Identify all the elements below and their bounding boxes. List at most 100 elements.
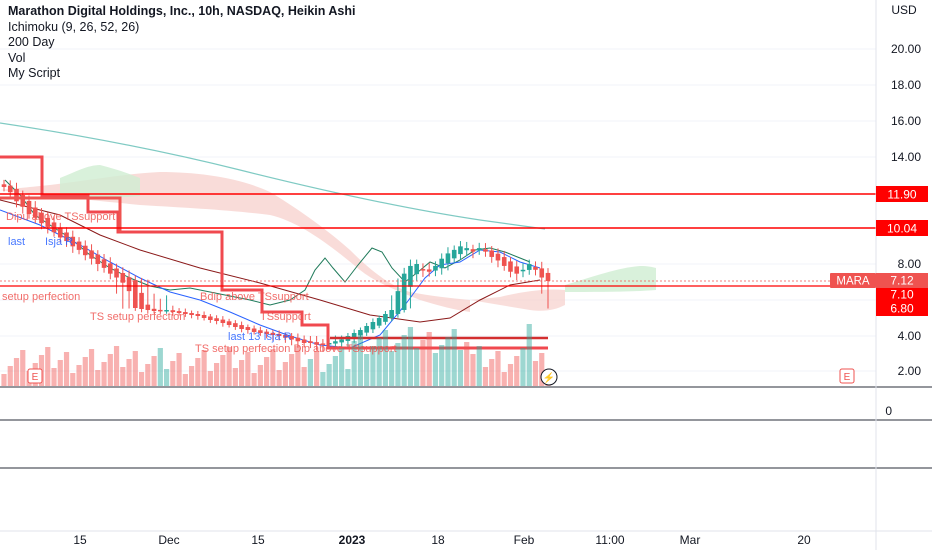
volume-bar — [207, 371, 213, 386]
volume-bar — [320, 372, 326, 386]
candle-body — [14, 188, 19, 202]
indicator-200-day[interactable]: 200 Day — [8, 35, 55, 49]
volume-bar — [432, 353, 439, 386]
price-tick: 2.00 — [898, 364, 922, 378]
candle-body — [226, 321, 232, 325]
volume-bar — [314, 351, 320, 386]
last-price-tag-text: 7.12 — [890, 274, 914, 288]
candle-body — [333, 341, 338, 344]
volume-bar — [451, 329, 457, 386]
indicator-ichimoku[interactable]: Ichimoku (9, 26, 52, 26) — [8, 19, 140, 34]
price-tick: 8.00 — [898, 257, 922, 271]
time-tick: 15 — [73, 533, 87, 547]
volume-bar — [151, 356, 157, 386]
volume-bar — [276, 370, 282, 386]
volume-bar — [213, 363, 220, 386]
volume-bar — [520, 348, 526, 386]
candle-body — [301, 339, 307, 343]
candle-body — [364, 326, 369, 333]
volume-bar — [395, 343, 401, 386]
volume-bar — [345, 369, 351, 386]
candle-body — [126, 277, 132, 292]
candle-body — [470, 249, 476, 252]
candle-body — [89, 250, 94, 259]
time-tick: 2023 — [339, 533, 366, 547]
candle-body — [451, 249, 457, 259]
ichimoku-conversion-line — [0, 209, 541, 349]
level-tag-10.04 — [876, 220, 928, 236]
symbol-tag-text: MARA — [836, 276, 870, 288]
script-label: last — [8, 236, 25, 248]
price-tick: 16.00 — [891, 114, 921, 128]
volume-bar — [76, 365, 82, 386]
last-price-tag — [876, 273, 928, 288]
candle-body — [426, 269, 432, 272]
ichimoku-cloud-bullish — [60, 165, 656, 292]
script-label: last 13 Isja R — [228, 331, 292, 343]
ichimoku-cloud-bearish — [0, 172, 470, 312]
candle-body — [57, 227, 63, 238]
level-tag-7.10 — [876, 286, 928, 302]
level-tag-text: 7.10 — [890, 288, 914, 302]
time-tick: 11:00 — [595, 533, 624, 547]
time-tick: Feb — [514, 533, 535, 547]
candle-body — [445, 253, 451, 264]
candle-body — [276, 333, 282, 336]
volume-bar — [188, 366, 195, 386]
volume-bar — [289, 354, 295, 386]
volume-bar — [401, 335, 407, 386]
volume-bar — [7, 366, 13, 386]
price-tick: 14.00 — [891, 150, 921, 164]
candle-body — [245, 327, 251, 330]
script-label: Bdip above TSsupport — [200, 291, 309, 303]
candle-body — [120, 273, 126, 283]
level-tag-text: 10.04 — [887, 222, 917, 236]
earnings-marker-future[interactable] — [839, 368, 855, 384]
earnings-marker[interactable] — [27, 368, 43, 384]
candle-body — [76, 241, 82, 250]
script-label: Dipu above TSsupport — [6, 211, 115, 223]
volume-bar — [464, 342, 470, 386]
volume-bar — [138, 372, 145, 386]
script-label: setup perfection — [2, 291, 80, 303]
price-axis[interactable]: USD 20.00 18.00 16.00 14.00 8.00 4.00 2.00 0 11.9… — [830, 3, 928, 418]
symbol-title[interactable]: Marathon Digital Holdings, Inc., 10h, NA… — [8, 4, 356, 18]
volume-bar — [157, 348, 163, 386]
candle-body — [289, 335, 294, 340]
volume-bar — [389, 351, 395, 386]
candle-body — [376, 318, 382, 326]
volume-bar — [163, 369, 170, 386]
symbol-tag — [830, 273, 876, 288]
candle-body — [164, 310, 169, 312]
ichimoku-cloud-bearish-late — [470, 289, 565, 311]
candle-body — [70, 236, 76, 247]
candle-body — [95, 254, 101, 264]
volume-bar — [376, 338, 382, 386]
price-tick: 4.00 — [898, 329, 922, 343]
volume-bar — [270, 349, 276, 386]
volume-bar — [301, 367, 307, 386]
candle-body — [489, 250, 495, 257]
candle-body — [464, 248, 470, 251]
candle-body — [201, 315, 207, 318]
volume-bar — [257, 365, 263, 386]
volume-bar — [220, 355, 226, 386]
volume-bar — [57, 360, 63, 386]
dividend-marker[interactable] — [540, 368, 558, 386]
candle-body — [239, 325, 244, 329]
volume-bar — [495, 351, 501, 386]
volume-bar — [132, 351, 138, 386]
candle-body — [501, 257, 507, 266]
volume-bar — [439, 345, 445, 386]
candle-body — [1, 184, 7, 187]
time-tick: Dec — [158, 533, 179, 547]
volume-bar — [13, 358, 20, 386]
candle-body — [270, 332, 276, 335]
indicator-vol[interactable]: Vol — [8, 50, 26, 65]
candle-body — [158, 309, 163, 312]
indicator-my-script[interactable]: My Script — [8, 66, 61, 80]
candle-body — [151, 308, 157, 311]
time-axis[interactable]: 15 Dec 15 2023 18 Feb 11:00 Mar 20 — [73, 533, 811, 547]
script-label: Isja R — [45, 236, 73, 248]
